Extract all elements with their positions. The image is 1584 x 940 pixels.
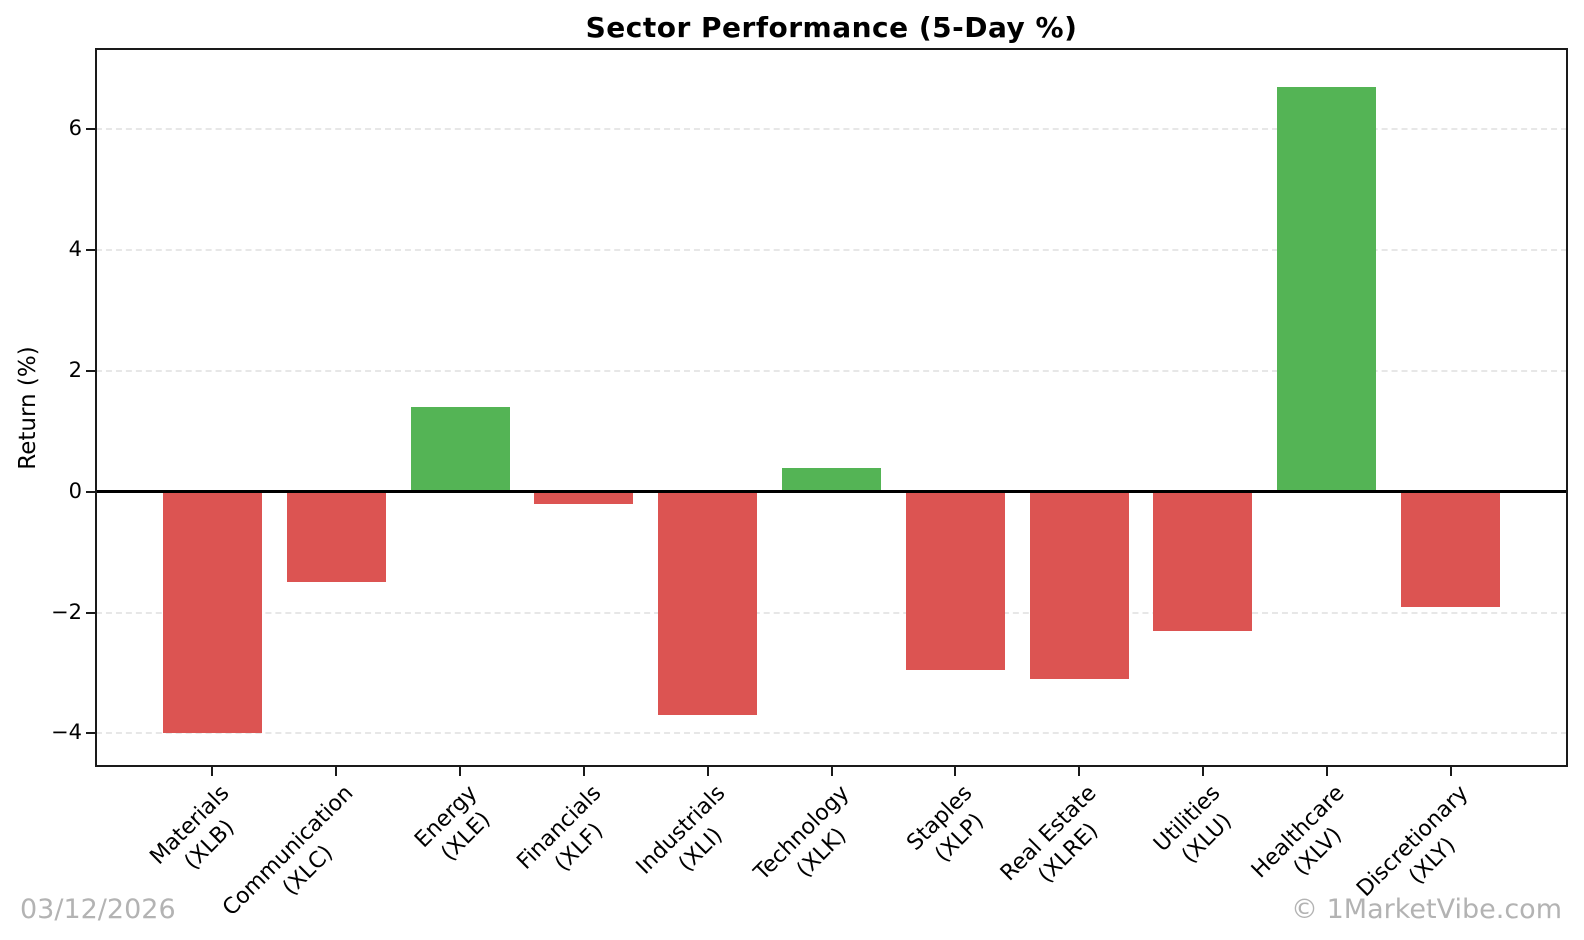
x-tick-mark <box>335 766 338 776</box>
gridline-y-4 <box>96 249 1567 252</box>
y-tick-mark <box>86 249 95 252</box>
y-tick-label: 6 <box>68 116 82 141</box>
y-tick-label: 0 <box>68 478 82 503</box>
y-tick-label: 4 <box>68 237 82 262</box>
x-tick-label-xlre: Real Estate (XLRE) <box>995 780 1122 907</box>
bar-xlp <box>905 491 1005 670</box>
x-tick-mark <box>1078 766 1081 776</box>
x-tick-label-xlk: Technology (XLK) <box>748 780 875 907</box>
bar-xly <box>1401 491 1501 607</box>
x-tick-mark <box>459 766 462 776</box>
footer-watermark: © 1MarketVibe.com <box>1291 894 1562 925</box>
y-tick-label: −2 <box>51 599 82 624</box>
bar-xlk <box>781 467 882 492</box>
gridline-y--4 <box>96 732 1567 735</box>
x-tick-mark <box>830 766 833 776</box>
x-tick-mark <box>706 766 709 776</box>
x-tick-label-xli: Industrials (XLI) <box>631 780 752 901</box>
x-tick-label-xlu: Utilities (XLU) <box>1148 780 1246 878</box>
x-tick-mark <box>1449 766 1452 776</box>
y-tick-mark <box>86 490 95 493</box>
y-axis-label: Return (%) <box>15 346 41 470</box>
plot-border <box>95 48 1568 767</box>
y-tick-label: −4 <box>51 720 82 745</box>
bar-xlf <box>534 491 634 504</box>
x-tick-label-xlb: Materials (XLB) <box>145 780 256 891</box>
y-tick-label: 2 <box>68 357 82 382</box>
bar-xlre <box>1029 491 1129 679</box>
bar-xlu <box>1153 491 1253 631</box>
x-tick-mark <box>1201 766 1204 776</box>
bar-xle <box>410 407 510 492</box>
x-tick-label-xlp: Staples (XLP) <box>902 780 999 877</box>
bar-xlv <box>1277 87 1377 492</box>
x-tick-mark <box>1325 766 1328 776</box>
y-tick-mark <box>86 611 95 614</box>
y-tick-mark <box>86 732 95 735</box>
x-tick-mark <box>582 766 585 776</box>
bar-xlc <box>286 491 386 583</box>
zero-line <box>96 490 1567 494</box>
x-tick-label-xlv: Healthcare (XLV) <box>1246 780 1370 904</box>
x-tick-mark <box>954 766 957 776</box>
x-tick-label-xle: Energy (XLE) <box>410 780 504 874</box>
gridline-y-2 <box>96 369 1567 372</box>
gridline-y-6 <box>96 128 1567 131</box>
bar-xlb <box>162 491 262 734</box>
y-tick-mark <box>86 369 95 372</box>
x-tick-label-xlf: Financials (XLF) <box>512 780 628 896</box>
y-tick-mark <box>86 128 95 131</box>
x-tick-mark <box>211 766 214 776</box>
x-tick-label-xlc: Communication (XLC) <box>218 780 380 940</box>
footer-date: 03/12/2026 <box>20 894 176 925</box>
chart-title: Sector Performance (5-Day %) <box>585 11 1078 44</box>
bar-xli <box>658 491 758 716</box>
gridline-y--2 <box>96 611 1567 614</box>
